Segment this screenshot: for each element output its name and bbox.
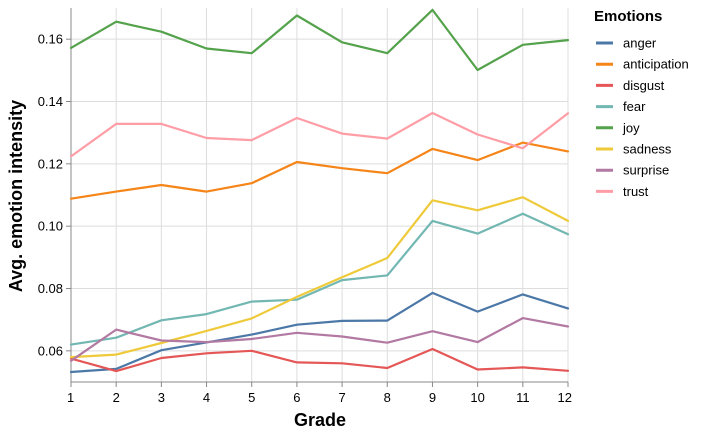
legend-label-anger: anger [623, 36, 657, 51]
axes: 0.060.080.100.120.140.161 2 3 4 5 6 7 8 9 10 11 12 [38, 8, 572, 405]
legend-label-sadness: sadness [623, 142, 672, 157]
x-tick-label: 9 [429, 390, 436, 405]
series-line-disgust [69, 347, 570, 373]
y-tick-label: 0.12 [38, 156, 63, 171]
series-line-fear [69, 212, 570, 346]
grid [70, 8, 569, 382]
x-tick-label: 10 [470, 390, 484, 405]
series-lines [69, 8, 570, 374]
x-tick-label: 6 [293, 390, 300, 405]
legend-label-anticipation: anticipation [623, 57, 689, 72]
legend-label-joy: joy [622, 120, 640, 135]
y-tick-label: 0.14 [38, 94, 63, 109]
series-line-surprise [69, 317, 570, 362]
x-tick-label: 5 [248, 390, 255, 405]
x-axis-title: Grade [294, 410, 346, 430]
legend-title: Emotions [594, 8, 662, 25]
x-tick-label: 4 [203, 390, 210, 405]
x-tick-label: 12 [558, 390, 572, 405]
legend-label-surprise: surprise [623, 163, 669, 178]
y-tick-label: 0.10 [38, 219, 63, 234]
legend-items: anger anticipation disgust fear joy sadness su… [596, 36, 689, 199]
legend-label-disgust: disgust [623, 78, 665, 93]
series-line-trust [69, 111, 570, 158]
x-tick-label: 3 [158, 390, 165, 405]
legend-label-trust: trust [623, 184, 649, 199]
y-tick-label: 0.06 [38, 343, 63, 358]
x-tick-label: 11 [516, 390, 530, 405]
series-line-anger [69, 291, 570, 374]
x-tick-label: 1 [67, 390, 74, 405]
series-line-joy [69, 8, 570, 72]
x-tick-label: 2 [113, 390, 120, 405]
legend-label-fear: fear [623, 99, 646, 114]
y-axis-title: Avg. emotion intensity [6, 100, 26, 292]
x-tick-label: 7 [338, 390, 345, 405]
x-tick-label: 8 [384, 390, 391, 405]
y-tick-label: 0.08 [38, 281, 63, 296]
series-line-anticipation [69, 141, 570, 200]
legend: Emotions anger anticipation disgust fear joy… [594, 8, 689, 199]
series-line-sadness [69, 196, 570, 359]
y-tick-label: 0.16 [38, 32, 63, 47]
